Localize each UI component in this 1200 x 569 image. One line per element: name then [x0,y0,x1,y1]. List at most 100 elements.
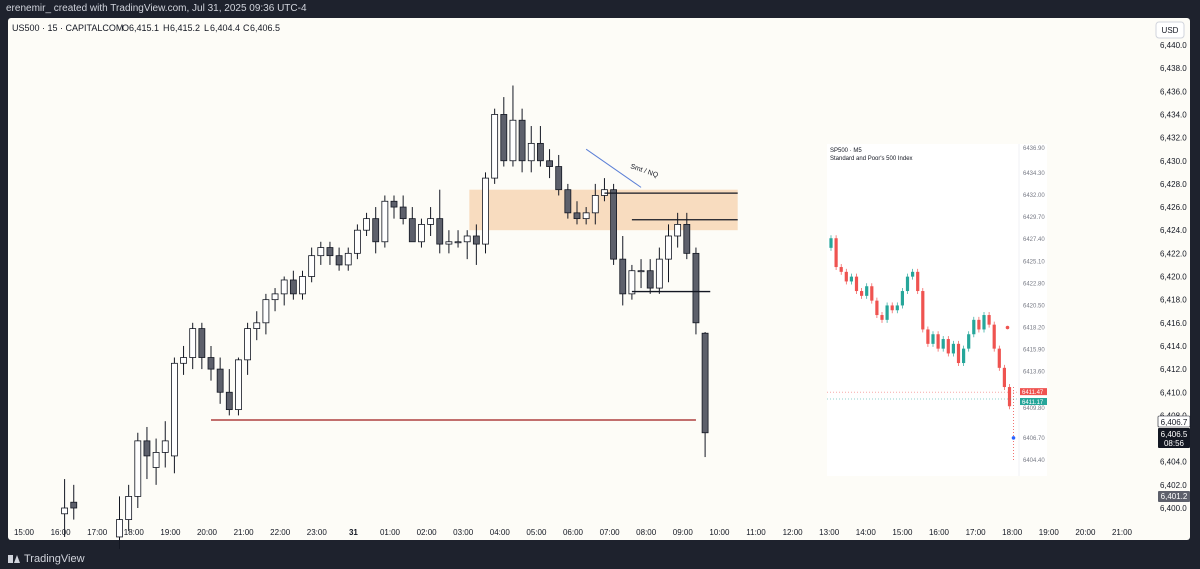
x-tick-label: 01:00 [380,528,401,537]
inset-candle [911,271,915,277]
candle-body [317,247,325,257]
x-tick-label: 18:00 [124,528,145,537]
x-tick-label: 10:00 [709,528,730,537]
candle-body [280,279,288,295]
candle-body [418,224,425,243]
candle [244,322,252,375]
x-tick-label: 22:00 [270,528,291,537]
candle [235,357,242,416]
x-tick-label: 07:00 [600,528,621,537]
inset-candle [854,276,859,292]
candle-body [189,328,197,358]
candle-body [546,160,553,167]
inset-candle [936,334,940,349]
symbol-name[interactable]: US500 · 15 · CAPITALCOM [12,23,123,33]
inset-candle [956,343,961,364]
tradingview-logo-icon [8,555,20,563]
ohlc-open-value: 6,415.1 [129,23,159,33]
ohlc-high-label: H [163,23,170,33]
x-tick-label: 13:00 [819,528,840,537]
x-tick-label: 14:00 [856,528,877,537]
y-tick-label: 6,420.0 [1160,273,1187,282]
candle [591,183,599,225]
candle-body [436,218,444,245]
inset-marker-blue [1011,436,1016,440]
candle-body [674,224,682,237]
candle-body [463,235,471,243]
candle-body [207,357,215,370]
candle-body [244,328,252,361]
inset-candle [967,334,971,349]
candle [70,484,78,520]
candle [472,224,480,265]
x-tick-label: 15:00 [14,528,35,537]
candle-body [628,270,636,295]
x-tick-label: 02:00 [417,528,438,537]
candle [170,357,178,474]
candle-body [683,224,691,254]
inset-candle [992,324,996,349]
y-tick-label: 6,404.0 [1160,458,1187,467]
y-tick-label: 6,434.0 [1160,110,1187,119]
candle-body [152,452,160,468]
candle-body [408,218,416,243]
y-tick-label: 6,438.0 [1160,64,1187,73]
x-tick-label: 16:00 [51,528,72,537]
x-tick-label: 09:00 [673,528,694,537]
x-tick-label: 21:00 [1112,528,1133,537]
candle-body [692,252,700,324]
x-tick-label: 17:00 [966,528,987,537]
candle-body [143,440,151,457]
y-tick-label: 6,426.0 [1160,203,1187,212]
inset-candle [977,319,981,330]
y-tick-label: 6,422.0 [1160,249,1187,258]
candle-body [509,119,517,162]
drawings [211,148,738,421]
x-tick-label: 03:00 [453,528,474,537]
chart-area[interactable]: 6,440.0 6,438.0 6,436.0 6,434.0 6,432.0 6,430… [0,18,1200,566]
candle [399,195,407,225]
candle [143,426,151,480]
candle [646,259,654,294]
candle [390,195,398,219]
ohlc-close-label: C [243,23,250,33]
inset-candle [865,286,869,296]
candle [546,149,553,179]
candle [537,126,544,167]
candle-body [180,357,187,364]
inset-candle [839,267,843,272]
inset-scale-label: 6436.90 [1023,146,1045,152]
candle-body [646,270,654,289]
inset-scale-label: 6427.40 [1023,237,1045,243]
svg-text:6,406.7: 6,406.7 [1161,418,1188,427]
price-chart[interactable]: 6,440.0 6,438.0 6,436.0 6,434.0 6,432.0 6,430… [0,18,1200,566]
candle [180,345,187,375]
inset-candle [1007,387,1012,407]
x-tick-label: 08:00 [636,528,657,537]
candle [326,241,334,265]
candle [134,432,142,508]
inset-candle [875,300,879,316]
x-tick-label: 19:00 [160,528,181,537]
y-tick-label: 6,400.0 [1160,504,1187,513]
candle [665,224,672,283]
candle-body [390,200,398,208]
candle [372,207,380,254]
currency-button[interactable]: USD [1155,21,1185,39]
y-tick-label: 6,412.0 [1160,365,1187,374]
grid: 6,440.0 6,438.0 6,436.0 6,434.0 6,432.0 6,430… [14,41,1187,537]
x-tick-label: 21:00 [234,528,255,537]
candle-body [518,119,526,162]
svg-text:USD[interactable]: USD [1162,26,1179,35]
candle [344,247,352,271]
candle-body [399,206,407,220]
candle [253,311,261,341]
candle-body [70,501,78,509]
candle-body [225,391,233,411]
inset-chart: SP500 · M5 Standard and Poor's 500 Index 6… [827,144,1047,476]
candle [454,230,462,248]
y-tick-label: 6,402.0 [1160,481,1187,490]
candle [189,322,197,370]
candle-body [198,328,206,358]
candle [564,183,572,219]
